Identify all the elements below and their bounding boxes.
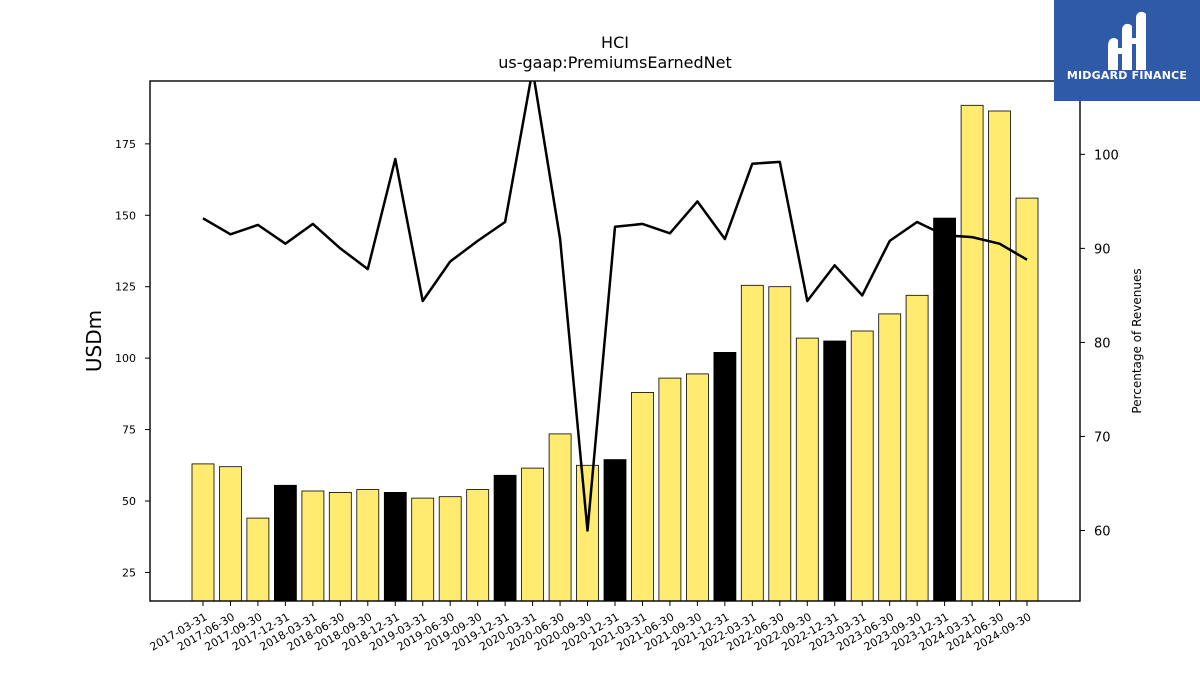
y-tick-label: 100 <box>115 352 136 365</box>
brand-logo: MIDGARD FINANCE <box>1054 0 1200 101</box>
bar-2023-03-31 <box>850 330 874 602</box>
bar-2017-06-30 <box>219 466 242 602</box>
bar-2018-06-30 <box>328 491 352 602</box>
y-axis-label: USDm <box>82 310 106 372</box>
left-axis: 25 50 75 100 125 150 175 <box>115 138 150 579</box>
bar-2021-03-31 <box>631 391 654 602</box>
bar-2018-09-30 <box>356 489 380 602</box>
bar-2019-03-31 <box>411 497 435 602</box>
y2-axis-label: Percentage of Revenues <box>1130 268 1144 413</box>
y2-tick-label: 90 <box>1094 242 1111 257</box>
bar-2023-12-31 <box>933 217 956 602</box>
bar-2019-12-31 <box>493 474 517 602</box>
y2-tick-label: 60 <box>1094 524 1111 539</box>
bar-2021-09-30 <box>686 373 709 602</box>
y-tick-label: 50 <box>122 495 136 508</box>
series-line <box>202 81 1028 532</box>
bar-2020-03-31 <box>521 467 544 602</box>
bar-2019-09-30 <box>466 489 490 602</box>
y-tick-label: 25 <box>122 566 136 579</box>
bar-2018-12-31 <box>383 491 407 602</box>
y-tick-label: 125 <box>115 281 136 294</box>
bar-2021-06-30 <box>658 377 682 602</box>
chart-title: HCI <box>601 33 629 52</box>
y-tick-label: 175 <box>115 138 136 151</box>
bar-2022-12-31 <box>823 340 847 602</box>
bar-2020-06-30 <box>548 433 572 602</box>
bar-2024-03-31 <box>960 104 984 602</box>
y-tick-label: 75 <box>122 424 136 437</box>
y2-tick-label: 80 <box>1094 336 1111 351</box>
x-axis: 2017-03-312017-06-302017-09-302017-12-31… <box>148 601 1034 654</box>
bar-2020-09-30 <box>576 464 599 602</box>
y-tick-label: 150 <box>115 209 136 222</box>
chart-subtitle: us-gaap:PremiumsEarnedNet <box>498 53 732 72</box>
bar-2024-06-30 <box>988 110 1011 602</box>
bar-2022-09-30 <box>795 337 819 602</box>
bar-2017-03-31 <box>191 463 215 602</box>
bar-2017-12-31 <box>273 484 297 602</box>
bar-2023-09-30 <box>905 294 929 602</box>
bar-2022-03-31 <box>740 284 764 602</box>
line-layer <box>202 81 1028 532</box>
bar-2020-12-31 <box>603 459 627 602</box>
y2-tick-label: 70 <box>1094 430 1111 445</box>
bar-2018-03-31 <box>301 490 325 602</box>
bar-2017-09-30 <box>246 517 270 602</box>
bar-2021-12-31 <box>713 351 737 602</box>
bar-2019-06-30 <box>438 496 462 602</box>
right-axis: 60 70 80 90 100 <box>1080 148 1119 539</box>
bars-layer <box>191 104 1039 602</box>
logo-mark-icon <box>1108 11 1146 70</box>
bar-2022-06-30 <box>768 286 792 602</box>
y2-tick-label: 100 <box>1094 148 1119 163</box>
logo-text: MIDGARD FINANCE <box>1066 69 1188 82</box>
bar-2023-06-30 <box>878 313 902 602</box>
